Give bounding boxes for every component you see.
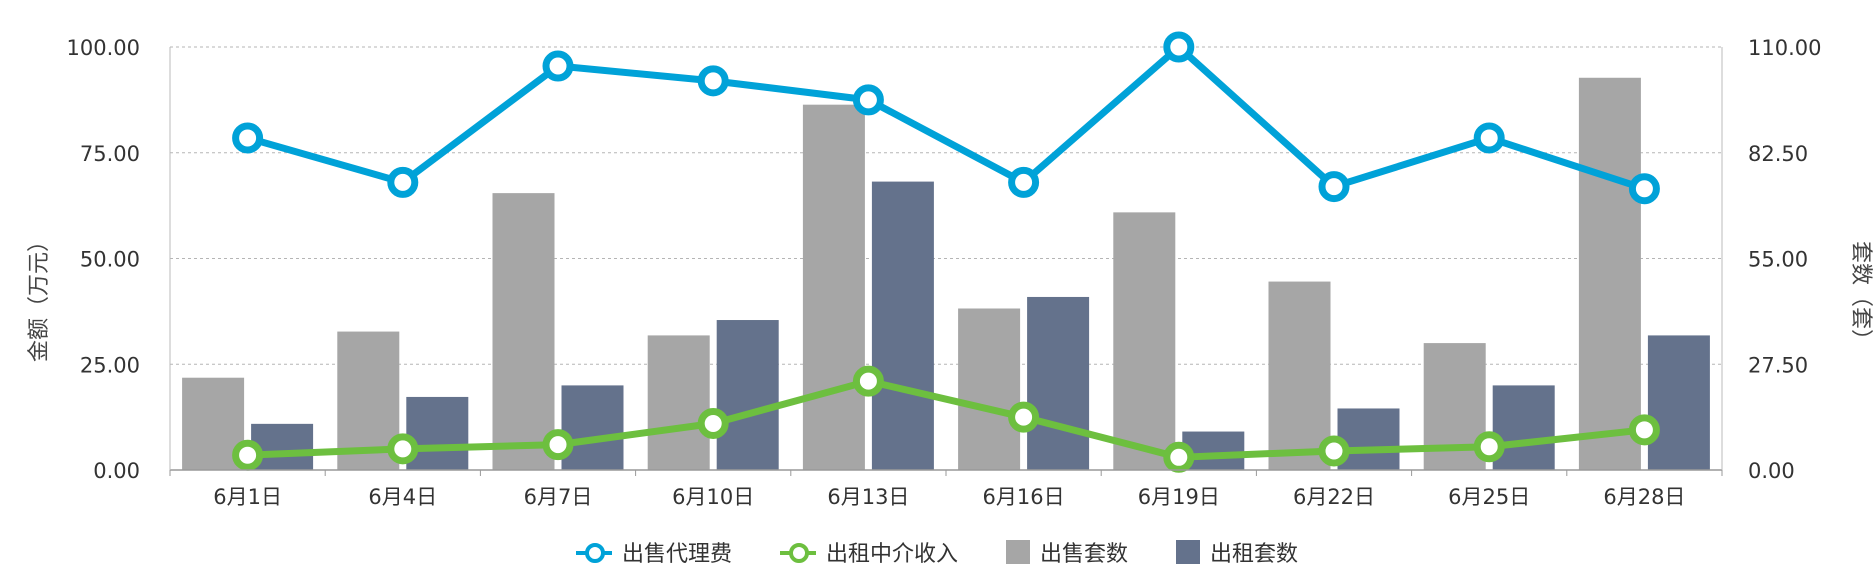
x-tick-label: 6月4日 [368, 485, 437, 509]
bar-swatch-icon [1006, 540, 1030, 564]
bar [492, 193, 555, 471]
data-point [1628, 414, 1660, 446]
data-point [232, 439, 264, 471]
right-tick-label: 27.50 [1748, 353, 1808, 377]
data-point [1473, 431, 1505, 463]
bar [871, 181, 934, 470]
legend-item-rent-income[interactable]: 出租中介收入 [779, 536, 958, 568]
legend-label: 出租套数 [1210, 542, 1299, 567]
legend-item-sale-count[interactable]: 出售套数 [1006, 536, 1128, 568]
left-tick-label: 0.00 [93, 459, 140, 483]
bar [1268, 281, 1331, 470]
data-point [697, 65, 729, 97]
series-line [247, 377, 1645, 461]
right-tick-label: 82.50 [1748, 142, 1808, 166]
left-tick-label: 25.00 [80, 353, 140, 377]
x-tick-label: 6月7日 [524, 485, 593, 509]
x-tick-label: 6月1日 [213, 485, 282, 509]
data-point [1318, 435, 1350, 467]
x-tick-label: 6月25日 [1448, 485, 1530, 509]
bar-swatch-icon [1176, 540, 1201, 564]
bar [561, 385, 624, 470]
legend: 出售代理费 出租中介收入 出售套数 出租套数 [0, 536, 1874, 568]
right-axis-title: 套数（套） [1848, 241, 1873, 351]
bar [802, 104, 865, 470]
right-tick-label: 55.00 [1748, 248, 1808, 272]
bar [1578, 77, 1641, 470]
legend-item-rent-count[interactable]: 出租套数 [1176, 536, 1298, 568]
data-point [1008, 166, 1040, 198]
legend-item-sale-fee[interactable]: 出售代理费 [575, 536, 732, 568]
x-tick-label: 6月22日 [1293, 485, 1375, 509]
x-tick-label: 6月16日 [983, 485, 1065, 509]
legend-label: 出售套数 [1040, 542, 1129, 567]
line-marker-icon [575, 540, 612, 564]
bar [716, 320, 779, 470]
bar [1492, 385, 1555, 470]
data-point [1473, 122, 1505, 154]
data-point [1163, 441, 1195, 473]
data-point [232, 122, 264, 154]
bar [1337, 408, 1400, 470]
data-point [542, 429, 574, 461]
data-point [1008, 401, 1040, 433]
axes-layer: 0.00 25.00 50.00 75.00 100.00 0.00 27.50 55.00 8… [67, 36, 1822, 509]
bars-layer [182, 77, 1710, 471]
data-point [387, 166, 419, 198]
left-axis-title: 金额（万元） [27, 230, 52, 362]
left-tick-label: 75.00 [80, 142, 140, 166]
left-tick-label: 50.00 [80, 248, 140, 272]
x-tick-label: 6月19日 [1138, 485, 1220, 509]
bar [251, 423, 314, 470]
data-point [1318, 171, 1350, 203]
x-tick-label: 6月10日 [672, 485, 754, 509]
line-marker-icon [779, 540, 816, 564]
bar [647, 335, 710, 470]
right-tick-label: 0.00 [1748, 459, 1795, 483]
bar [1113, 212, 1176, 470]
data-point [1628, 173, 1660, 205]
legend-label: 出售代理费 [621, 542, 732, 567]
data-point [387, 433, 419, 465]
gridlines [170, 46, 1722, 365]
data-point [697, 407, 729, 439]
bar [406, 396, 469, 470]
series-line [246, 43, 1646, 193]
data-point [542, 50, 574, 82]
x-tick-label: 6月28日 [1603, 485, 1685, 509]
right-tick-label: 110.00 [1748, 36, 1821, 60]
data-point [1163, 31, 1195, 63]
left-tick-label: 100.00 [67, 36, 140, 60]
legend-label: 出租中介收入 [825, 542, 958, 567]
lines-layer [232, 31, 1660, 473]
data-point [852, 365, 884, 397]
x-tick-label: 6月13日 [827, 485, 909, 509]
bar [1647, 335, 1710, 470]
data-point [852, 84, 884, 116]
bar [1027, 296, 1090, 470]
bar [958, 308, 1021, 470]
